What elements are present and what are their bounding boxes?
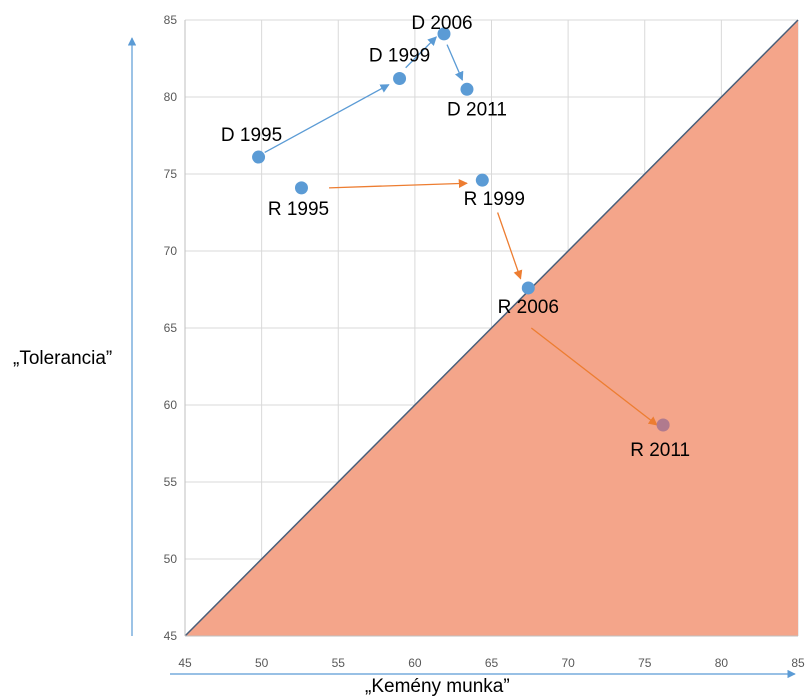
- x-tick-label: 80: [715, 656, 729, 670]
- trajectory-arrow: [446, 44, 464, 81]
- y-tick-labels: 45 50 55 60 65 70 75 80 85: [164, 13, 178, 643]
- x-tick-label: 70: [561, 656, 575, 670]
- trajectory-arrows: [264, 36, 658, 426]
- x-tick-label: 65: [485, 656, 499, 670]
- x-tick-label: 50: [255, 656, 269, 670]
- y-tick-label: 50: [164, 552, 178, 566]
- data-point: [393, 72, 407, 86]
- y-tick-label: 75: [164, 167, 178, 181]
- trajectory-arrow: [530, 327, 658, 426]
- x-tick-label: 75: [638, 656, 652, 670]
- data-point: [460, 82, 474, 96]
- point-label: D 1999: [369, 46, 430, 67]
- y-tick-label: 45: [164, 629, 178, 643]
- point-label: R 2011: [630, 440, 690, 461]
- point-label: R 1999: [464, 189, 525, 210]
- y-tick-label: 85: [164, 13, 178, 27]
- point-label: R 2006: [498, 297, 559, 318]
- data-point: [475, 173, 489, 187]
- diagonal-line: [184, 19, 799, 637]
- point-label: D 1995: [221, 125, 282, 146]
- x-tick-label: 55: [332, 656, 346, 670]
- data-point: [437, 27, 451, 41]
- x-tick-label: 85: [791, 656, 805, 670]
- point-label: D 2011: [447, 99, 507, 120]
- data-point: [521, 281, 535, 295]
- plot-axes: [184, 20, 798, 637]
- y-tick-label: 70: [164, 244, 178, 258]
- y-tick-label: 55: [164, 475, 178, 489]
- data-point: [656, 418, 670, 432]
- x-axis-title: „Kemény munka”: [365, 676, 510, 697]
- data-points: [252, 27, 670, 432]
- trajectory-arrow: [405, 36, 437, 69]
- point-label: D 2006: [411, 13, 472, 34]
- y-tick-label: 80: [164, 90, 178, 104]
- x-tick-labels: 45 50 55 60 65 70 75 80 85: [178, 656, 805, 670]
- y-tick-label: 65: [164, 321, 178, 335]
- trajectory-arrow: [329, 178, 468, 189]
- data-point: [252, 150, 266, 164]
- x-tick-label: 60: [408, 656, 422, 670]
- point-label: R 1995: [268, 199, 329, 220]
- trajectory-arrow: [264, 84, 390, 154]
- y-tick-label: 60: [164, 398, 178, 412]
- data-point: [294, 181, 308, 195]
- y-axis-title: „Tolerancia”: [13, 348, 112, 369]
- trajectory-arrow: [497, 212, 523, 280]
- point-labels: D 1995 D 1999 D 2006 D 2011 R 1995 R 1999 R 20…: [221, 13, 690, 461]
- x-tick-label: 45: [178, 656, 192, 670]
